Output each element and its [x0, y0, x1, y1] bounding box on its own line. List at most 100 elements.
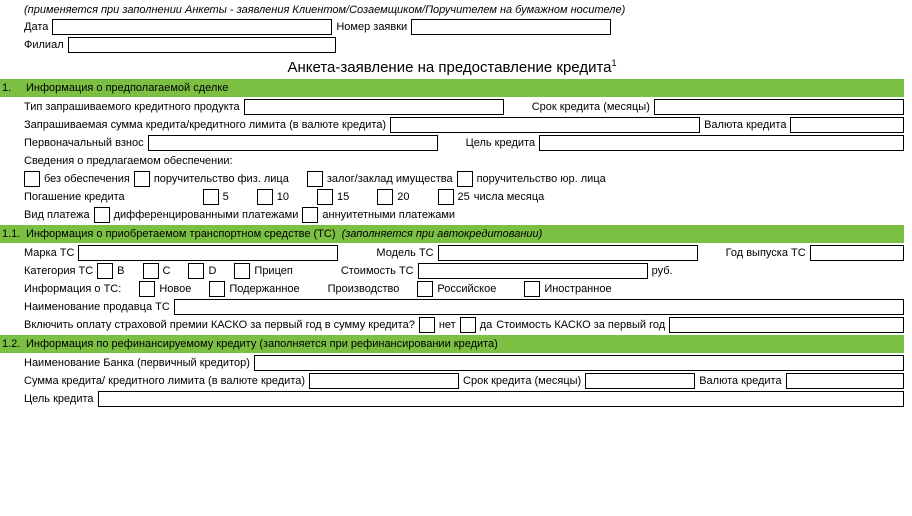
kasko-no-check[interactable]: [419, 317, 435, 333]
section-11-header: 1.1. Информация о приобретаемом транспор…: [0, 225, 904, 243]
d20-check[interactable]: [377, 189, 393, 205]
ts-info-row: Информация о ТС: Новое Подержанное Произ…: [0, 280, 904, 298]
russian-label: Российское: [437, 283, 496, 295]
section-12-title: Информация по рефинансируемому кредиту (…: [24, 338, 498, 350]
category-label: Категория ТС: [24, 265, 93, 277]
section-1-header: 1. Информация о предполагаемой сделке: [0, 79, 904, 97]
product-type-field[interactable]: [244, 99, 504, 115]
pay-type-row: Вид платежа дифференцированными платежам…: [0, 206, 904, 224]
term-label: Срок кредита (месяцы): [532, 101, 650, 113]
kasko-yes-label: да: [480, 319, 493, 331]
collateral-info-row: Сведения о предлагаемом обеспечении:: [0, 152, 904, 170]
branch-field[interactable]: [68, 37, 336, 53]
refi-currency-label: Валюта кредита: [699, 375, 781, 387]
date-field[interactable]: [52, 19, 332, 35]
amount-row: Запрашиваемая сумма кредита/кредитного л…: [0, 116, 904, 134]
downpay-field[interactable]: [148, 135, 438, 151]
d5-label: 5: [223, 191, 229, 203]
new-check[interactable]: [139, 281, 155, 297]
year-field[interactable]: [810, 245, 904, 261]
cat-c-check[interactable]: [143, 263, 159, 279]
cat-c-label: C: [163, 265, 171, 277]
brand-row: Марка ТС Модель ТС Год выпуска ТС: [0, 244, 904, 262]
d15-check[interactable]: [317, 189, 333, 205]
refi-purpose-field[interactable]: [98, 391, 905, 407]
kasko-yes-check[interactable]: [460, 317, 476, 333]
rub-label: руб.: [652, 265, 673, 277]
section-1-num: 1.: [0, 82, 24, 94]
model-field[interactable]: [438, 245, 698, 261]
d10-check[interactable]: [257, 189, 273, 205]
diff-check[interactable]: [94, 207, 110, 223]
kasko-cost-field[interactable]: [669, 317, 904, 333]
cat-d-label: D: [208, 265, 216, 277]
currency-field[interactable]: [790, 117, 904, 133]
term-field[interactable]: [654, 99, 904, 115]
pay-type-label: Вид платежа: [24, 209, 90, 221]
production-label: Производство: [328, 283, 400, 295]
collateral-options-row: без обеспечения поручительство физ. лица…: [0, 170, 904, 188]
model-label: Модель ТС: [376, 247, 433, 259]
foreign-check[interactable]: [524, 281, 540, 297]
no-collateral-label: без обеспечения: [44, 173, 130, 185]
seller-row: Наименование продавца ТС: [0, 298, 904, 316]
trailer-check[interactable]: [234, 263, 250, 279]
usage-note: (применяется при заполнении Анкеты - зая…: [0, 4, 904, 16]
cost-field[interactable]: [418, 263, 648, 279]
russian-check[interactable]: [417, 281, 433, 297]
cat-d-check[interactable]: [188, 263, 204, 279]
seller-field[interactable]: [174, 299, 904, 315]
product-type-label: Тип запрашиваемого кредитного продукта: [24, 101, 240, 113]
used-check[interactable]: [209, 281, 225, 297]
pledge-check[interactable]: [307, 171, 323, 187]
repay-label: Погашение кредита: [24, 191, 125, 203]
refi-purpose-label: Цель кредита: [24, 393, 94, 405]
guar-ind-check[interactable]: [134, 171, 150, 187]
no-collateral-check[interactable]: [24, 171, 40, 187]
app-num-field[interactable]: [411, 19, 611, 35]
app-num-label: Номер заявки: [336, 21, 407, 33]
d10-label: 10: [277, 191, 289, 203]
purpose-field[interactable]: [539, 135, 904, 151]
header-row-1: Дата Номер заявки: [0, 18, 904, 36]
annuity-check[interactable]: [302, 207, 318, 223]
trailer-label: Прицеп: [254, 265, 292, 277]
ts-info-label: Информация о ТС:: [24, 283, 121, 295]
used-label: Подержанное: [229, 283, 299, 295]
refi-purpose-row: Цель кредита: [0, 390, 904, 408]
seller-label: Наименование продавца ТС: [24, 301, 170, 313]
guar-ind-label: поручительство физ. лица: [154, 173, 289, 185]
brand-field[interactable]: [78, 245, 338, 261]
repay-row: Погашение кредита 5 10 15 20 25 числа ме…: [0, 188, 904, 206]
kasko-q-label: Включить оплату страховой премии КАСКО з…: [24, 319, 415, 331]
foreign-label: Иностранное: [544, 283, 611, 295]
kasko-row: Включить оплату страховой премии КАСКО з…: [0, 316, 904, 334]
cat-b-check[interactable]: [97, 263, 113, 279]
brand-label: Марка ТС: [24, 247, 74, 259]
refi-amount-field[interactable]: [309, 373, 459, 389]
guar-legal-check[interactable]: [457, 171, 473, 187]
annuity-label: аннуитетными платежами: [322, 209, 455, 221]
bank-row: Наименование Банка (первичный кредитор): [0, 354, 904, 372]
collateral-info-label: Сведения о предлагаемом обеспечении:: [24, 155, 233, 167]
product-type-row: Тип запрашиваемого кредитного продукта С…: [0, 98, 904, 116]
d5-check[interactable]: [203, 189, 219, 205]
kasko-cost-label: Стоимость КАСКО за первый год: [496, 319, 665, 331]
refi-term-field[interactable]: [585, 373, 695, 389]
year-label: Год выпуска ТС: [726, 247, 806, 259]
day-of-month-label: числа месяца: [474, 191, 545, 203]
new-label: Новое: [159, 283, 191, 295]
downpay-row: Первоначальный взнос Цель кредита: [0, 134, 904, 152]
bank-field[interactable]: [254, 355, 904, 371]
section-11-title: Информация о приобретаемом транспортном …: [24, 228, 336, 240]
bank-label: Наименование Банка (первичный кредитор): [24, 357, 250, 369]
guar-legal-label: поручительство юр. лица: [477, 173, 606, 185]
d15-label: 15: [337, 191, 349, 203]
refi-currency-field[interactable]: [786, 373, 904, 389]
section-11-note: (заполняется при автокредитовании): [342, 228, 543, 240]
amount-field[interactable]: [390, 117, 700, 133]
form-title: Анкета-заявление на предоставление креди…: [0, 54, 904, 78]
amount-label: Запрашиваемая сумма кредита/кредитного л…: [24, 119, 386, 131]
d25-check[interactable]: [438, 189, 454, 205]
refi-amount-row: Сумма кредита/ кредитного лимита (в валю…: [0, 372, 904, 390]
